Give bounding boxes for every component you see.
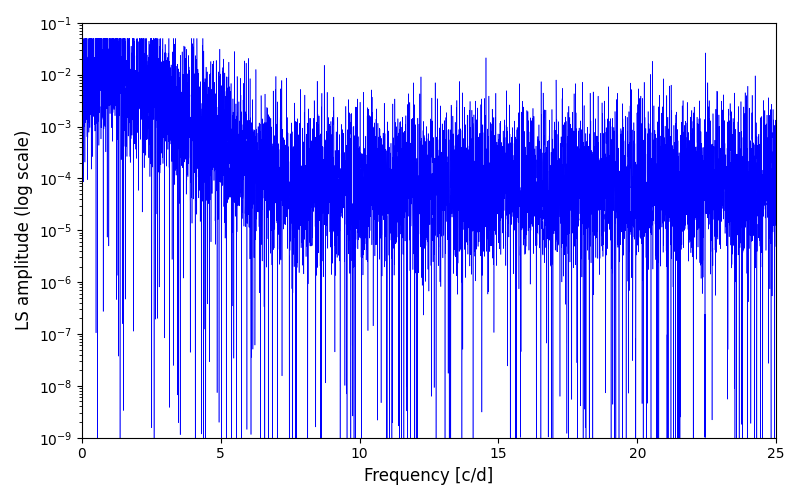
Y-axis label: LS amplitude (log scale): LS amplitude (log scale) <box>15 130 33 330</box>
X-axis label: Frequency [c/d]: Frequency [c/d] <box>364 467 494 485</box>
